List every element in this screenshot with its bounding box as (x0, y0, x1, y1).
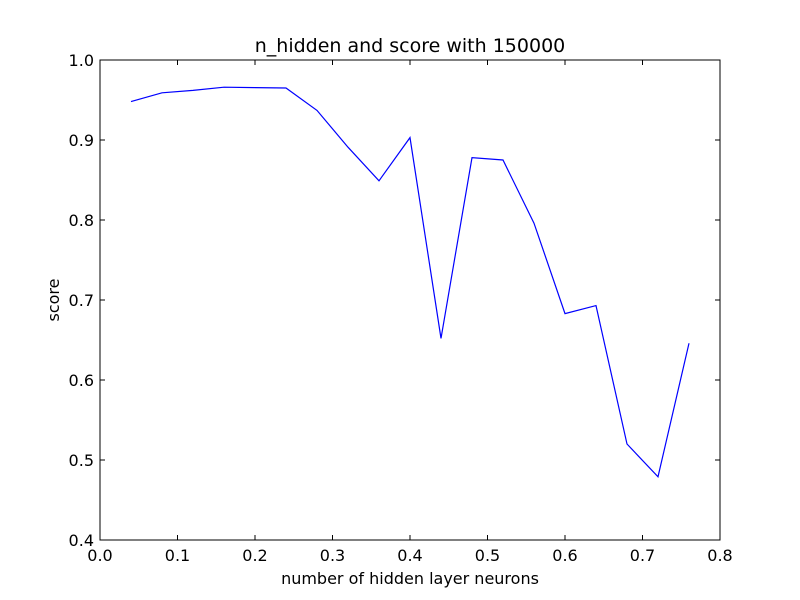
x-tick-label: 0.7 (630, 546, 655, 565)
y-tick-label: 0.7 (69, 291, 94, 310)
y-axis-label: score (44, 279, 63, 322)
x-tick-label: 0.1 (165, 546, 190, 565)
plot-area (100, 60, 720, 540)
x-tick-label: 0.4 (397, 546, 422, 565)
plot-frame (99, 59, 721, 541)
x-tick-label: 0.5 (475, 546, 500, 565)
x-tick-labels: 0.0 0.1 0.2 0.3 0.4 0.5 0.6 0.7 0.8 (87, 546, 732, 565)
x-axis-label: number of hidden layer neurons (281, 569, 539, 588)
x-tick-label: 0.6 (552, 546, 577, 565)
y-tick-labels: 0.4 0.5 0.6 0.7 0.8 0.9 1.0 (69, 51, 94, 550)
series-line (130, 86, 690, 479)
y-tick-label: 1.0 (69, 51, 94, 70)
y-tick-label: 0.6 (69, 371, 94, 390)
y-tick-label: 0.4 (69, 531, 94, 550)
y-tick-label: 0.9 (69, 131, 94, 150)
x-tick-label: 0.8 (707, 546, 732, 565)
y-tick-label: 0.8 (69, 211, 94, 230)
chart-title: n_hidden and score with 150000 (255, 35, 566, 57)
y-tick-label: 0.5 (69, 451, 94, 470)
x-tick-label: 0.3 (320, 546, 345, 565)
x-tick-label: 0.0 (87, 546, 112, 565)
x-tick-label: 0.2 (242, 546, 267, 565)
